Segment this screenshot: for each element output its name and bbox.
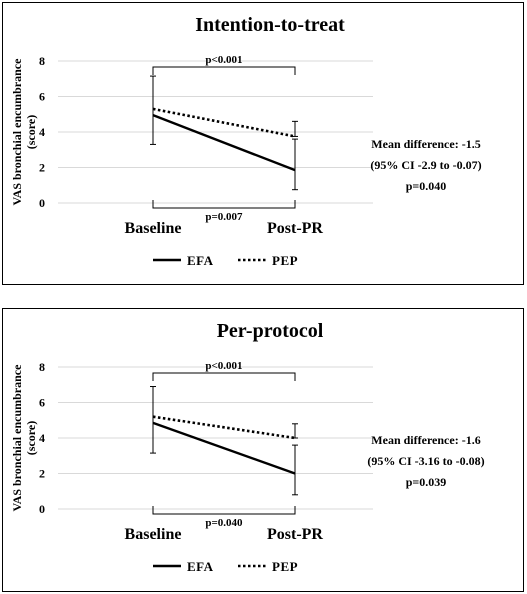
itt-annotation-line-1: Mean difference: -1.5 xyxy=(371,137,481,151)
itt-mean-difference-annotation: Mean difference: -1.5 (95% CI -2.9 to -0… xyxy=(341,134,511,197)
itt-y-axis-label: VAS bronchial encumbrance(score) xyxy=(10,58,38,206)
itt-y-tick-4: 4 xyxy=(39,125,45,139)
itt-y-tick-0: 0 xyxy=(39,196,45,210)
pp-y-tick-0: 0 xyxy=(39,502,45,516)
pp-y-tick-2: 2 xyxy=(39,467,45,481)
pp-chart-panel: Per-protocol VAS bronchial encumbrance(sc… xyxy=(2,308,524,592)
pp-annotation-line-3: p=0.039 xyxy=(405,475,447,489)
itt-x-tick-baseline: Baseline xyxy=(125,220,182,237)
pp-x-tick-post-pr: Post-PR xyxy=(267,526,323,543)
itt-y-tick-6: 6 xyxy=(39,90,45,104)
pp-series-pep-line xyxy=(152,415,296,440)
pp-annotation-line-2: (95% CI -3.16 to -0.08) xyxy=(367,454,485,468)
pp-chart-title: Per-protocol xyxy=(217,320,324,342)
itt-legend-label-pep: PEP xyxy=(272,253,298,268)
pp-x-tick-baseline: Baseline xyxy=(125,526,182,543)
pp-y-tick-4: 4 xyxy=(39,431,45,445)
pp-y-axis-label: VAS bronchial encumbrance(score) xyxy=(10,364,38,512)
pp-bracket-bottom-label: p=0.040 xyxy=(205,517,243,529)
pp-annotation-line-1: Mean difference: -1.6 xyxy=(371,433,481,447)
pp-y-tick-6: 6 xyxy=(39,396,45,410)
itt-bracket-bottom-label: p=0.007 xyxy=(205,211,243,223)
itt-bracket-top-label: p<0.001 xyxy=(205,54,242,66)
itt-annotation-line-3: p=0.040 xyxy=(405,179,447,193)
itt-annotation-line-2: (95% CI -2.9 to -0.07) xyxy=(370,158,482,172)
pp-bracket-bottom xyxy=(152,506,296,515)
itt-x-tick-post-pr: Post-PR xyxy=(267,220,323,237)
itt-y-tick-2: 2 xyxy=(39,161,45,175)
pp-chart: Per-protocol VAS bronchial encumbrance(sc… xyxy=(10,320,373,574)
itt-series-efa-line xyxy=(152,114,296,172)
itt-chart-title: Intention-to-treat xyxy=(195,14,345,36)
itt-bracket-top xyxy=(152,66,296,75)
pp-legend-label-efa: EFA xyxy=(187,559,214,574)
pp-mean-difference-annotation: Mean difference: -1.6 (95% CI -3.16 to -… xyxy=(341,430,511,493)
itt-series-pep-line xyxy=(152,107,296,138)
itt-chart: Intention-to-treat VAS bronchial encumbra… xyxy=(10,14,373,268)
pp-series-efa-line xyxy=(152,421,296,475)
itt-bracket-bottom xyxy=(152,200,296,209)
pp-legend-label-pep: PEP xyxy=(272,559,298,574)
pp-y-tick-8: 8 xyxy=(39,360,45,374)
pp-bracket-top xyxy=(152,372,296,381)
itt-legend-label-efa: EFA xyxy=(187,253,214,268)
pp-bracket-top-label: p<0.001 xyxy=(205,360,242,372)
itt-chart-panel: Intention-to-treat VAS bronchial encumbra… xyxy=(2,2,524,285)
itt-y-tick-8: 8 xyxy=(39,54,45,68)
